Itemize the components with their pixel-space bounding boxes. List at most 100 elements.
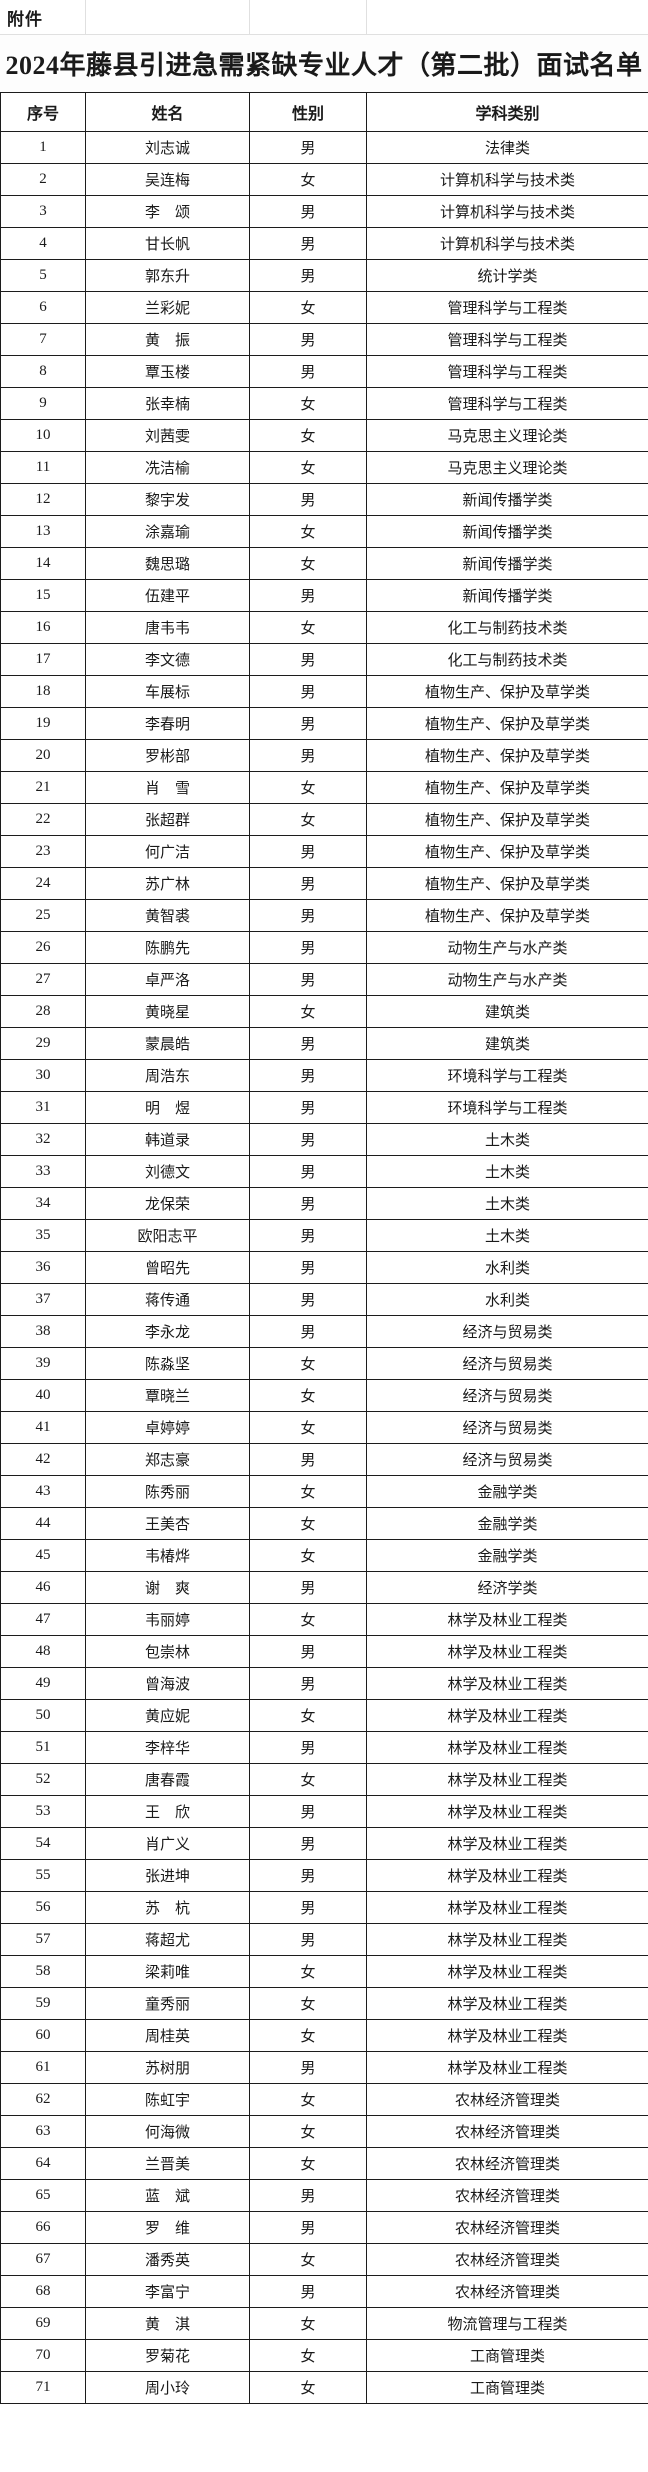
cell-gender: 男 [249,2051,367,2084]
cell-gender: 女 [249,1507,367,1540]
cell-gender: 女 [249,387,367,420]
cell-seq: 39 [0,1347,86,1380]
table-row: 12 黎宇发男新闻传播学类 [0,483,648,516]
table-header-row: 序号 姓名 性别 学科类别 [0,92,648,132]
cell-name: 郑志豪 [85,1443,250,1476]
cell-gender: 女 [249,2307,367,2340]
page-title: 2024年藤县引进急需紧缺专业人才（第二批）面试名单 [5,51,643,80]
cell-category: 计算机科学与技术类 [366,227,648,260]
cell-seq: 56 [0,1891,86,1924]
cell-gender: 男 [249,1443,367,1476]
table-row: 62 陈虹宇女农林经济管理类 [0,2083,648,2116]
cell-name: 甘长帆 [85,227,250,260]
cell-category: 管理科学与工程类 [366,355,648,388]
table-row: 13 涂嘉瑜女新闻传播学类 [0,515,648,548]
cell-name: 刘德文 [85,1155,250,1188]
cell-name: 张幸楠 [85,387,250,420]
table-row: 11 冼洁榆女马克思主义理论类 [0,451,648,484]
table-row: 4 甘长帆男计算机科学与技术类 [0,227,648,260]
cell-gender: 女 [249,291,367,324]
cell-gender: 男 [249,1219,367,1252]
cell-seq: 34 [0,1187,86,1220]
cell-name: 吴连梅 [85,163,250,196]
table-row: 2 吴连梅女计算机科学与技术类 [0,163,648,196]
cell-gender: 女 [249,2115,367,2148]
cell-seq: 66 [0,2211,86,2244]
cell-gender: 男 [249,963,367,996]
cell-category: 土木类 [366,1219,648,1252]
table-row: 42 郑志豪男经济与贸易类 [0,1443,648,1476]
cell-category: 林学及林业工程类 [366,1923,648,1956]
cell-name: 陈鹏先 [85,931,250,964]
table-row: 57 蒋超尤男林学及林业工程类 [0,1923,648,1956]
cell-gender: 女 [249,419,367,452]
cell-category: 管理科学与工程类 [366,291,648,324]
cell-gender: 女 [249,2083,367,2116]
cell-category: 计算机科学与技术类 [366,195,648,228]
cell-gender: 女 [249,1379,367,1412]
table-row: 36 曾昭先男水利类 [0,1251,648,1284]
cell-category: 农林经济管理类 [366,2179,648,2212]
cell-gender: 女 [249,2371,367,2404]
cell-gender: 女 [249,1603,367,1636]
cell-category: 植物生产、保护及草学类 [366,707,648,740]
table-row: 46 谢 爽男经济学类 [0,1571,648,1604]
header-name: 姓名 [85,92,250,132]
cell-name: 明 煜 [85,1091,250,1124]
cell-gender: 男 [249,1123,367,1156]
cell-category: 植物生产、保护及草学类 [366,867,648,900]
cell-gender: 女 [249,451,367,484]
cell-name: 龙保荣 [85,1187,250,1220]
cell-name: 涂嘉瑜 [85,515,250,548]
cell-seq: 24 [0,867,86,900]
cell-name: 苏树朋 [85,2051,250,2084]
cell-gender: 男 [249,867,367,900]
cell-gender: 男 [249,1859,367,1892]
table-row: 26 陈鹏先男动物生产与水产类 [0,931,648,964]
cell-seq: 31 [0,1091,86,1124]
cell-category: 林学及林业工程类 [366,1859,648,1892]
interview-roster-table: 序号 姓名 性别 学科类别 1 刘志诚男法律类 2 吴连梅女计算机科学与技术类 3 李 颂… [0,92,648,2404]
table-row: 31 明 煜男环境科学与工程类 [0,1091,648,1124]
cell-name: 魏思璐 [85,547,250,580]
cell-gender: 男 [249,1187,367,1220]
cell-gender: 男 [249,835,367,868]
cell-name: 刘志诚 [85,131,250,164]
table-row: 64 兰晋美女农林经济管理类 [0,2147,648,2180]
cell-category: 新闻传播学类 [366,547,648,580]
cell-category: 马克思主义理论类 [366,419,648,452]
cell-gender: 女 [249,1763,367,1796]
cell-name: 蒙晨皓 [85,1027,250,1060]
cell-name: 覃晓兰 [85,1379,250,1412]
cell-seq: 38 [0,1315,86,1348]
cell-name: 王 欣 [85,1795,250,1828]
cell-category: 农林经济管理类 [366,2211,648,2244]
cell-category: 林学及林业工程类 [366,1955,648,1988]
cell-seq: 7 [0,323,86,356]
cell-gender: 女 [249,2339,367,2372]
cell-name: 卓婷婷 [85,1411,250,1444]
cell-seq: 5 [0,259,86,292]
cell-category: 经济与贸易类 [366,1411,648,1444]
cell-name: 王美杏 [85,1507,250,1540]
cell-category: 林学及林业工程类 [366,1827,648,1860]
cell-gender: 男 [249,931,367,964]
cell-gender: 男 [249,227,367,260]
cell-gender: 女 [249,1347,367,1380]
cell-name: 谢 爽 [85,1571,250,1604]
table-row: 63 何海微女农林经济管理类 [0,2115,648,2148]
table-row: 56 苏 杭男林学及林业工程类 [0,1891,648,1924]
cell-gender: 女 [249,995,367,1028]
cell-name: 黄 振 [85,323,250,356]
cell-seq: 8 [0,355,86,388]
cell-seq: 12 [0,483,86,516]
cell-category: 经济与贸易类 [366,1315,648,1348]
cell-name: 蒋传通 [85,1283,250,1316]
cell-name: 车展标 [85,675,250,708]
cell-seq: 2 [0,163,86,196]
cell-name: 覃玉楼 [85,355,250,388]
cell-gender: 男 [249,739,367,772]
cell-gender: 男 [249,483,367,516]
